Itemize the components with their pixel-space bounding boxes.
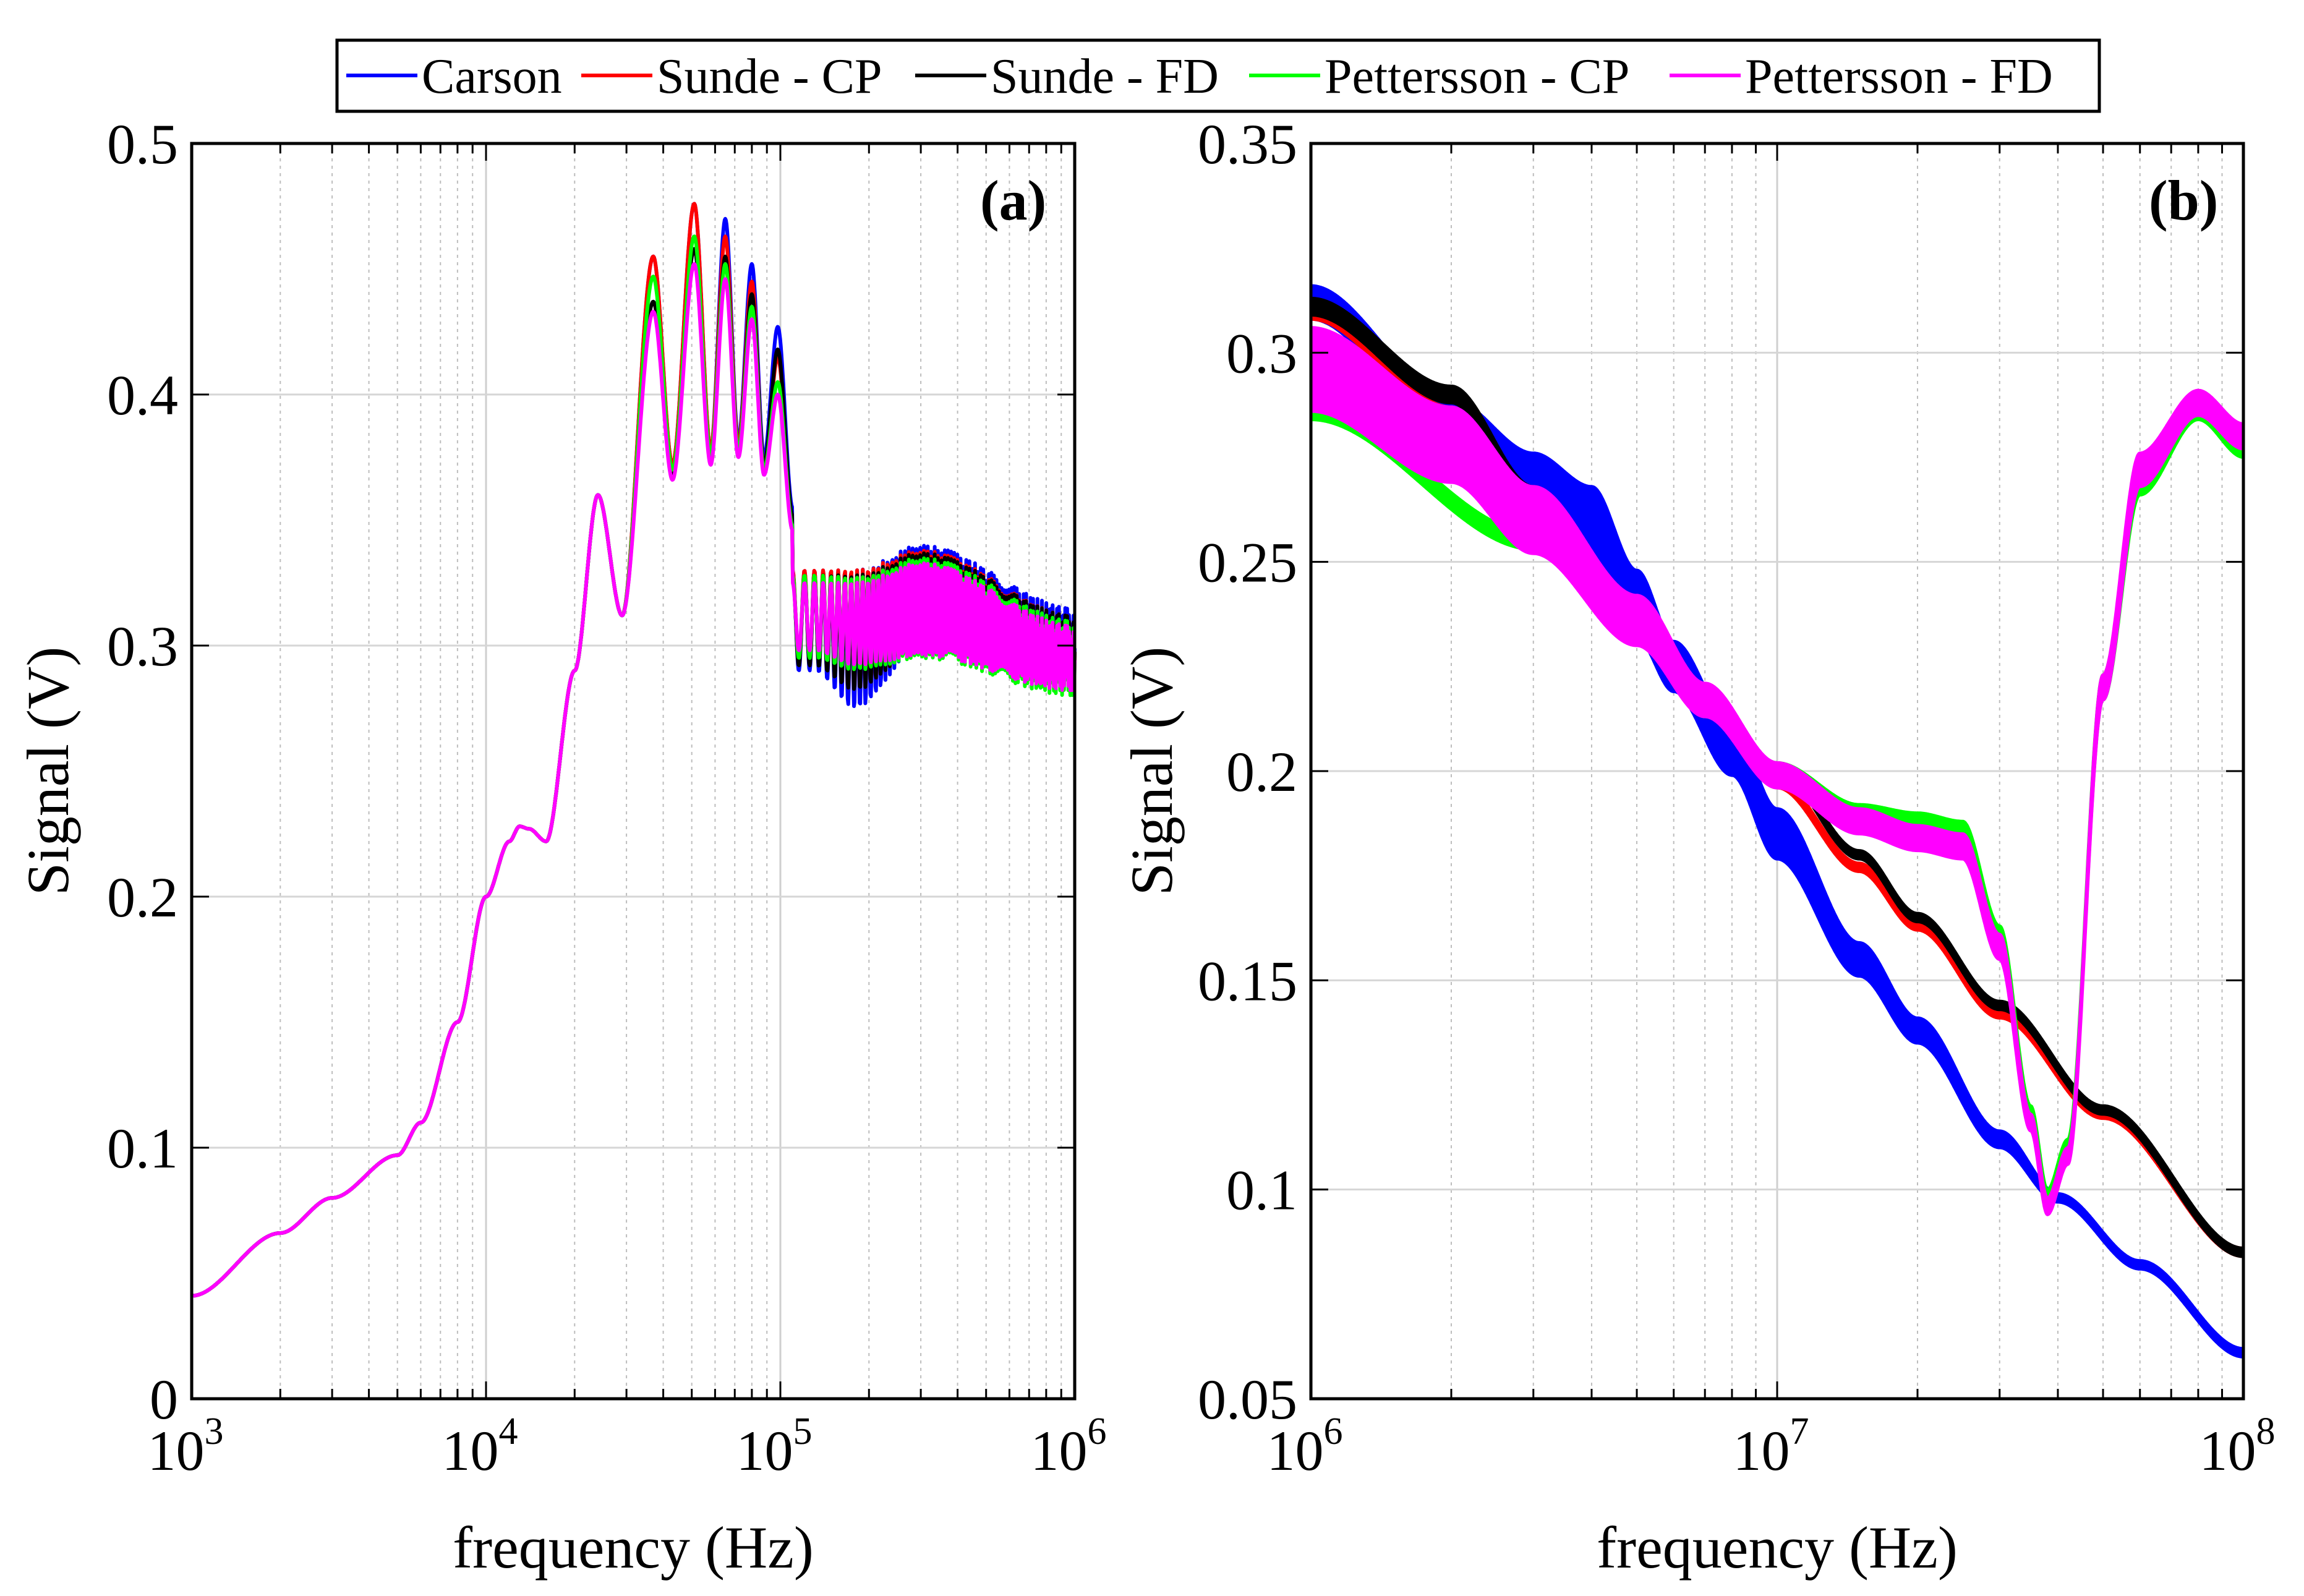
panel-a-ytick-label: 0.4	[107, 364, 178, 427]
panel-b-ytick-label: 0.05	[1198, 1368, 1297, 1431]
panel-b-ytick-label: 0.3	[1226, 322, 1297, 385]
legend-entry-pettersson-fd: Pettersson - FD	[1670, 49, 2053, 104]
panel-b-xtick-label: 107	[1733, 1410, 1809, 1482]
chart-panel-b: 0.05 0.1 0.15 0.2 0.25 0.3 0.35 106 107 108 (b) f…	[1119, 113, 2276, 1581]
panel-a-grid	[192, 143, 1075, 1399]
legend-label-pettersson-cp: Pettersson - CP	[1325, 49, 1629, 104]
panel-a-curves	[190, 202, 1077, 1298]
panel-b-ticks: 0.05 0.1 0.15 0.2 0.25 0.3 0.35 106 107 108	[1198, 113, 2276, 1482]
series-line-carson	[190, 202, 1077, 1298]
legend-entry-pettersson-cp: Pettersson - CP	[1249, 49, 1629, 104]
panel-b-xtick-label: 106	[1267, 1410, 1343, 1482]
legend-label-pettersson-fd: Pettersson - FD	[1745, 49, 2053, 104]
panel-a-ytick-label: 0.5	[107, 113, 178, 176]
legend-label-sunde-fd: Sunde - FD	[991, 49, 1219, 104]
panel-b-ytick-label: 0.25	[1198, 531, 1297, 594]
panel-b-ytick-label: 0.1	[1226, 1159, 1297, 1222]
legend: Carson Sunde - CP Sunde - FD Pettersson …	[335, 38, 2101, 113]
panel-b-xlabel: frequency (Hz)	[1597, 1514, 1958, 1581]
legend-label-sunde-cp: Sunde - CP	[657, 49, 882, 104]
panel-a-xlabel: frequency (Hz)	[453, 1514, 814, 1581]
panel-a-xtick-label: 105	[736, 1410, 813, 1482]
panel-b-ytick-label: 0.15	[1198, 949, 1297, 1012]
legend-entry-sunde-cp: Sunde - CP	[581, 49, 882, 104]
series-line-sunde-fd	[190, 247, 1077, 1298]
panel-b-ytick-label: 0.35	[1198, 113, 1297, 176]
panel-b-ytick-label: 0.2	[1226, 740, 1297, 803]
chart-panel-a: 0 0.1 0.2 0.3 0.4 0.5 103 104 105 106 (a) frequen…	[15, 113, 1107, 1581]
panel-a-label: (a)	[980, 169, 1046, 232]
panel-a-ytick-label: 0	[150, 1368, 178, 1431]
panel-b-xtick-label: 108	[2199, 1410, 2276, 1482]
panel-b-label: (b)	[2149, 169, 2218, 232]
panel-a-ytick-label: 0.1	[107, 1117, 178, 1180]
panel-a-xtick-label: 104	[442, 1410, 518, 1482]
panel-a-ylabel: Signal (V)	[15, 647, 81, 896]
panel-a-ticks: 0 0.1 0.2 0.3 0.4 0.5 103 104 105 106	[107, 113, 1107, 1482]
panel-a-ytick-label: 0.3	[107, 615, 178, 678]
panel-a-frame	[190, 142, 1077, 1401]
legend-entry-sunde-fd: Sunde - FD	[915, 49, 1219, 104]
legend-label-carson: Carson	[422, 49, 562, 104]
panel-a-xtick-label: 103	[148, 1410, 224, 1482]
panel-a-ytick-label: 0.2	[107, 866, 178, 929]
panel-a-xtick-label: 106	[1031, 1410, 1107, 1482]
legend-entry-carson: Carson	[346, 49, 562, 104]
panel-b-ylabel: Signal (V)	[1119, 647, 1185, 896]
series-line-sunde-cp	[190, 202, 1077, 1298]
series-line-pettersson-fd	[190, 262, 1077, 1298]
